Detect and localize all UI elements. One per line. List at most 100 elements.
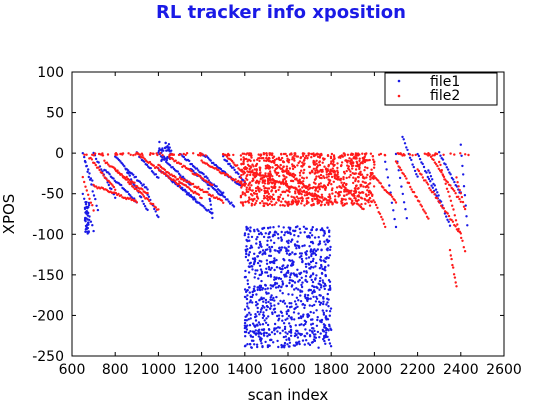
data-point-file2 bbox=[292, 175, 296, 179]
x-tick-label: 2000 bbox=[357, 362, 393, 378]
data-point-file1 bbox=[299, 333, 302, 337]
data-point-file2 bbox=[442, 207, 445, 210]
data-point-file2 bbox=[354, 168, 358, 171]
data-point-file2 bbox=[321, 170, 324, 173]
data-point-file2 bbox=[268, 202, 271, 206]
data-point-file2 bbox=[443, 178, 446, 181]
data-point-file2 bbox=[361, 180, 364, 183]
x-tick-label: 600 bbox=[59, 362, 86, 378]
data-point-file2 bbox=[340, 164, 343, 167]
data-point-file1 bbox=[318, 300, 321, 303]
data-point-file2 bbox=[268, 170, 272, 173]
data-point-file2 bbox=[252, 179, 255, 182]
data-point-file2 bbox=[352, 192, 356, 196]
data-point-file2 bbox=[294, 190, 297, 193]
data-point-file1 bbox=[202, 205, 205, 208]
data-point-file1 bbox=[311, 292, 314, 295]
data-point-file2 bbox=[402, 153, 405, 156]
data-point-file1 bbox=[248, 229, 251, 232]
data-point-file2 bbox=[268, 197, 272, 201]
data-point-file2 bbox=[458, 230, 462, 234]
data-point-file2 bbox=[241, 191, 244, 194]
data-point-file1 bbox=[269, 248, 272, 251]
data-point-file1 bbox=[384, 160, 387, 163]
data-point-file1 bbox=[386, 176, 390, 179]
data-point-file1 bbox=[243, 324, 247, 327]
data-point-file1 bbox=[254, 319, 258, 322]
data-point-file1 bbox=[322, 311, 325, 314]
data-point-file2 bbox=[275, 173, 279, 176]
data-point-file1 bbox=[436, 191, 439, 194]
data-point-file2 bbox=[211, 183, 214, 187]
data-point-file2 bbox=[312, 181, 316, 184]
data-point-file1 bbox=[325, 329, 328, 332]
data-point-file2 bbox=[447, 190, 450, 193]
data-point-file2 bbox=[454, 225, 457, 228]
data-point-file1 bbox=[266, 344, 270, 347]
data-point-file1 bbox=[431, 178, 434, 181]
data-point-file2 bbox=[97, 166, 100, 169]
data-point-file2 bbox=[441, 174, 445, 177]
data-point-file1 bbox=[314, 300, 318, 303]
data-point-file1 bbox=[327, 298, 330, 301]
data-point-file1 bbox=[310, 253, 313, 256]
data-point-file1 bbox=[163, 146, 167, 150]
data-point-file1 bbox=[312, 311, 315, 314]
data-point-file2 bbox=[428, 153, 431, 157]
data-point-file2 bbox=[316, 202, 319, 205]
data-point-file2 bbox=[350, 189, 353, 192]
data-point-file1 bbox=[279, 236, 283, 239]
data-point-file1 bbox=[297, 316, 301, 320]
data-point-file1 bbox=[315, 324, 319, 327]
data-point-file1 bbox=[314, 249, 318, 253]
data-point-file1 bbox=[294, 332, 297, 335]
data-point-file2 bbox=[302, 180, 305, 183]
data-point-file2 bbox=[315, 162, 318, 165]
x-tick-label: 1400 bbox=[227, 362, 263, 378]
data-point-file1 bbox=[297, 299, 300, 302]
data-point-file2 bbox=[255, 195, 259, 198]
data-point-file1 bbox=[430, 184, 433, 187]
data-point-file2 bbox=[280, 200, 283, 203]
data-point-file1 bbox=[287, 241, 290, 245]
data-point-file2 bbox=[323, 203, 327, 206]
data-point-file1 bbox=[394, 225, 398, 229]
data-point-file1 bbox=[260, 332, 263, 336]
data-point-file2 bbox=[152, 164, 155, 167]
data-point-file2 bbox=[261, 174, 265, 177]
data-point-file1 bbox=[142, 202, 145, 206]
data-point-file1 bbox=[319, 277, 322, 280]
data-point-file2 bbox=[281, 190, 284, 194]
data-point-file2 bbox=[439, 163, 442, 167]
data-point-file1 bbox=[304, 251, 307, 254]
data-point-file2 bbox=[244, 177, 248, 180]
data-point-file2 bbox=[272, 155, 276, 158]
data-point-file1 bbox=[433, 184, 436, 187]
data-point-file2 bbox=[249, 171, 252, 174]
data-point-file1 bbox=[266, 323, 270, 327]
data-point-file1 bbox=[94, 157, 98, 161]
data-point-file1 bbox=[288, 276, 292, 279]
data-point-file2 bbox=[435, 163, 438, 166]
data-point-file2 bbox=[253, 176, 257, 179]
data-point-file2 bbox=[351, 167, 354, 170]
data-point-file2 bbox=[253, 192, 257, 195]
data-point-file1 bbox=[312, 257, 315, 261]
data-point-file1 bbox=[402, 138, 405, 141]
data-point-file1 bbox=[263, 306, 266, 309]
data-point-file1 bbox=[446, 218, 449, 221]
data-point-file1 bbox=[86, 226, 90, 230]
data-point-file2 bbox=[181, 178, 184, 181]
data-point-file2 bbox=[248, 167, 251, 171]
data-point-file2 bbox=[297, 185, 301, 188]
data-point-file1 bbox=[256, 345, 259, 349]
data-point-file1 bbox=[265, 331, 268, 335]
data-point-file1 bbox=[300, 283, 303, 287]
data-point-file2 bbox=[274, 185, 277, 189]
data-point-file1 bbox=[273, 257, 276, 260]
data-point-file2 bbox=[92, 154, 95, 157]
data-point-file1 bbox=[328, 235, 331, 238]
data-point-file2 bbox=[299, 188, 302, 191]
data-point-file2 bbox=[330, 183, 333, 186]
data-point-file1 bbox=[269, 239, 273, 242]
